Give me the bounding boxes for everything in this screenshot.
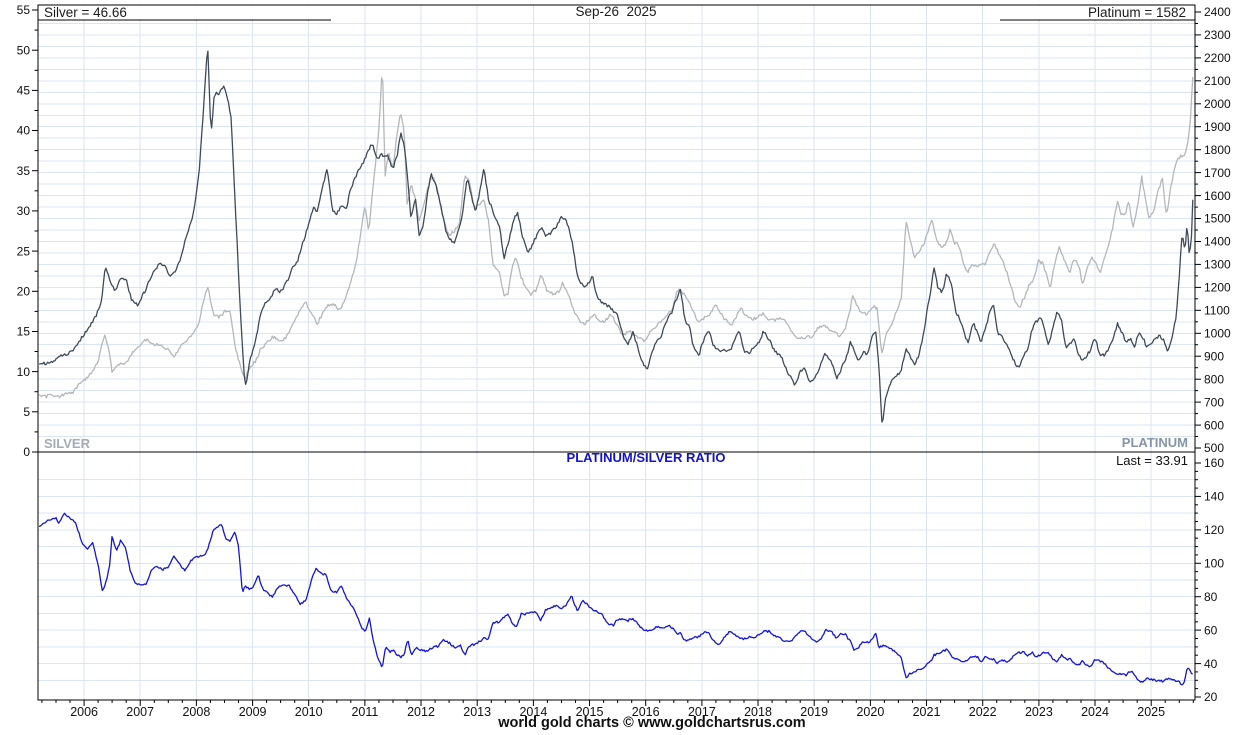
tick-label: 40 <box>17 124 31 138</box>
bottom-panel-border <box>37 451 1196 701</box>
tick-label: 5 <box>23 405 30 419</box>
tick-label: 1800 <box>1204 143 1231 157</box>
tick-label: 1300 <box>1204 258 1231 272</box>
tick-label: 2300 <box>1204 28 1231 42</box>
ratio-last-label: Last = 33.91 <box>1116 453 1188 468</box>
gridlines-layer <box>38 5 1195 700</box>
platinum-price-label: Platinum = 1582 <box>1088 5 1186 20</box>
tick-label: 60 <box>1204 623 1218 637</box>
tick-label: 2014 <box>519 705 547 719</box>
frame-layer <box>37 4 1196 701</box>
tick-label: 1200 <box>1204 281 1231 295</box>
top-panel-border <box>37 4 1196 453</box>
tick-label: 2021 <box>913 705 941 719</box>
tick-label: 1500 <box>1204 212 1231 226</box>
tick-label: 0 <box>23 445 30 459</box>
tick-label: 2200 <box>1204 51 1231 65</box>
tick-label: 2015 <box>576 705 604 719</box>
tick-label: 140 <box>1204 490 1224 504</box>
tick-label: 600 <box>1204 418 1224 432</box>
tick-label: 1600 <box>1204 189 1231 203</box>
tick-label: 800 <box>1204 372 1224 386</box>
ticks-layer: 0510152025303540455055500600700800900100… <box>17 3 1231 719</box>
tick-label: 900 <box>1204 349 1224 363</box>
tick-label: 2009 <box>239 705 267 719</box>
tick-label: 35 <box>17 164 31 178</box>
tick-label: 30 <box>17 204 31 218</box>
tick-label: 2016 <box>632 705 660 719</box>
tick-label: 1700 <box>1204 166 1231 180</box>
platinum-series-line <box>39 50 1194 423</box>
silver-series-label: SILVER <box>44 436 91 451</box>
tick-label: 25 <box>17 244 31 258</box>
tick-label: 20 <box>17 285 31 299</box>
tick-label: 2400 <box>1204 5 1231 19</box>
tick-label: 2006 <box>70 705 98 719</box>
tick-label: 2025 <box>1137 705 1165 719</box>
tick-label: 1400 <box>1204 235 1231 249</box>
tick-label: 700 <box>1204 395 1224 409</box>
tick-label: 2019 <box>800 705 828 719</box>
tick-label: 2000 <box>1204 97 1231 111</box>
footer-caption: world gold charts © www.goldchartsrus.co… <box>497 715 805 731</box>
platinum-series-label: PLATINUM <box>1122 435 1188 450</box>
tick-label: 160 <box>1204 456 1224 470</box>
tick-label: 2100 <box>1204 74 1231 88</box>
tick-label: 2023 <box>1025 705 1053 719</box>
date-label: Sep-26 2025 <box>575 4 656 19</box>
ratio-title: PLATINUM/SILVER RATIO <box>567 450 726 465</box>
ratio-series-line <box>38 512 1193 686</box>
tick-label: 1900 <box>1204 120 1231 134</box>
tick-label: 1100 <box>1204 304 1230 318</box>
legend-box <box>39 6 331 19</box>
legend-box <box>1001 6 1194 19</box>
tick-label: 500 <box>1204 441 1224 455</box>
tick-label: 100 <box>1204 557 1224 571</box>
tick-label: 2020 <box>856 705 884 719</box>
legend-box <box>552 4 682 18</box>
tick-label: 2011 <box>351 705 378 719</box>
tick-label: 20 <box>1204 690 1218 704</box>
tick-label: 2008 <box>182 705 210 719</box>
tick-label: 120 <box>1204 523 1224 537</box>
tick-label: 50 <box>17 43 31 57</box>
tick-label: 15 <box>17 325 31 339</box>
tick-label: 2010 <box>295 705 323 719</box>
tick-label: 2018 <box>744 705 772 719</box>
tick-label: 40 <box>1204 657 1218 671</box>
silver-series-line <box>38 76 1194 399</box>
tick-label: 2012 <box>407 705 435 719</box>
tick-label: 2024 <box>1081 705 1109 719</box>
tick-label: 55 <box>17 3 31 17</box>
tick-label: 45 <box>17 84 31 98</box>
tick-label: 10 <box>17 365 31 379</box>
tick-label: 2007 <box>126 705 154 719</box>
tick-label: 2013 <box>463 705 491 719</box>
tick-label: 1000 <box>1204 327 1231 341</box>
series-layer <box>38 50 1194 686</box>
legend-boxes-layer <box>38 4 1195 21</box>
tick-label: 2017 <box>688 705 716 719</box>
silver-price-label: Silver = 46.66 <box>44 5 127 20</box>
tick-label: 80 <box>1204 590 1218 604</box>
tick-label: 2022 <box>969 705 997 719</box>
